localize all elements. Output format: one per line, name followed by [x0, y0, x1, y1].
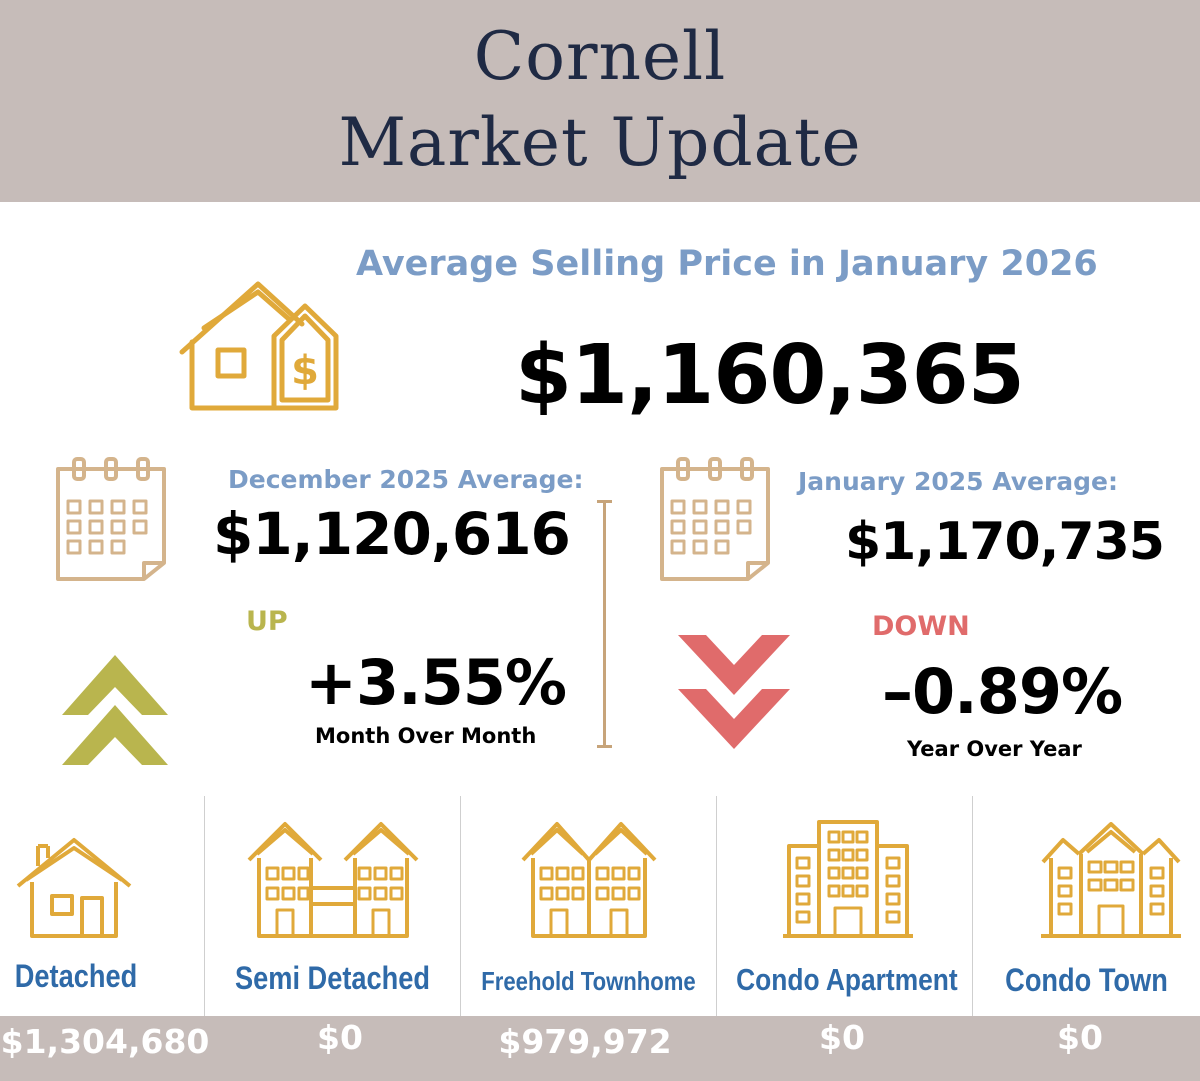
detached-house-icon: [16, 836, 132, 940]
property-type-label: Condo Apartment: [736, 962, 958, 997]
headline: Average Selling Price in January 2026: [356, 244, 1098, 284]
column-divider: [972, 796, 973, 1016]
detached-price: $1,304,680: [0, 1022, 210, 1061]
column-divider: [204, 796, 205, 1016]
house-dollar-icon: $: [178, 280, 342, 415]
townhome-icon: [521, 820, 657, 940]
column-divider: [716, 796, 717, 1016]
trend-down-label: DOWN: [872, 611, 970, 642]
condo-apartment-price: $0: [819, 1018, 865, 1057]
price-bar: [0, 1016, 1200, 1081]
average-price: $1,160,365: [515, 328, 1025, 423]
property-type-label: Freehold Townhome: [481, 966, 696, 996]
december-average-price: $1,120,616: [213, 500, 571, 568]
property-type-semi-detached: Semi Detached: [205, 796, 460, 1016]
condo-town-icon: [1041, 822, 1181, 940]
condo-town-price: $0: [1057, 1018, 1103, 1057]
month-change-caption: Month Over Month: [315, 724, 537, 748]
double-chevron-down-icon: [678, 635, 790, 749]
column-divider: [460, 796, 461, 1016]
property-type-detached: Detached: [0, 796, 204, 1016]
property-types-row: Detached: [0, 796, 1200, 1016]
freehold-townhome-price: $979,972: [498, 1022, 672, 1061]
property-type-label: Detached: [14, 958, 138, 994]
trend-up-label: UP: [246, 606, 288, 637]
property-type-condo-town: Condo Town: [973, 796, 1200, 1016]
calendar-icon: [52, 455, 170, 583]
property-type-condo-apartment: Condo Apartment: [717, 796, 972, 1016]
vertical-divider: [597, 500, 612, 748]
property-type-freehold-townhome: Freehold Townhome: [461, 796, 716, 1016]
january-2025-average-price: $1,170,735: [845, 512, 1165, 572]
semi-detached-price: $0: [317, 1018, 363, 1057]
property-type-label: Condo Town: [1005, 962, 1168, 998]
calendar-icon: [656, 455, 774, 583]
svg-text:$: $: [291, 348, 319, 394]
year-change-percent: –0.89%: [882, 655, 1123, 728]
january-2025-average-label: January 2025 Average:: [798, 467, 1119, 496]
header-banner: Cornell Market Update: [0, 0, 1200, 202]
property-type-label: Semi Detached: [234, 960, 430, 996]
page-title-line1: Cornell: [473, 18, 727, 95]
month-change-percent: +3.55%: [305, 646, 567, 719]
december-average-label: December 2025 Average:: [228, 465, 584, 494]
double-chevron-up-icon: [62, 655, 168, 765]
year-change-caption: Year Over Year: [907, 737, 1082, 761]
semi-detached-icon: [247, 820, 419, 940]
page-title-line2: Market Update: [338, 104, 862, 181]
apartment-building-icon: [783, 818, 913, 940]
